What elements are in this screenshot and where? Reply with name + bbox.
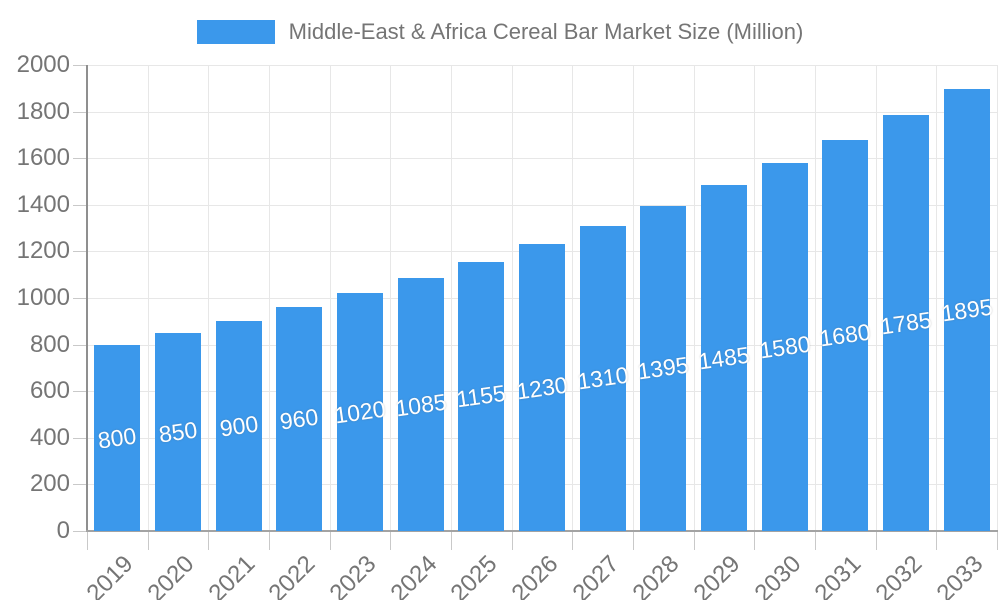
legend-swatch[interactable] [196,20,275,44]
bar-2024[interactable] [397,278,444,531]
bar-2027[interactable] [579,225,626,531]
y-axis-tick [73,344,87,346]
y-axis-label: 1000 [16,284,70,311]
gridline-vertical [451,65,452,531]
gridline-vertical [511,65,513,531]
gridline-vertical [633,65,634,531]
y-axis-tick [73,298,87,299]
x-axis-tick [329,531,331,550]
gridline-vertical [269,65,270,531]
x-axis-line [86,530,998,532]
bar-2026[interactable] [519,244,565,531]
y-axis-label: 1800 [16,97,70,125]
bar-2023[interactable] [337,293,383,531]
y-axis-label: 400 [29,423,70,451]
bar-2020[interactable] [155,332,201,531]
gridline-vertical [815,65,816,531]
y-axis-tick [73,484,87,486]
x-axis-tick [87,531,88,550]
gridline-horizontal [87,158,997,160]
x-axis-tick [572,531,574,550]
y-axis-tick [73,111,87,113]
x-axis-tick [936,531,938,550]
gridline-vertical [147,65,149,531]
gridline-vertical [693,65,695,531]
y-axis-label: 800 [29,330,70,358]
x-axis-tick [693,531,695,550]
y-axis-tick [73,158,87,160]
y-axis-tick [73,391,87,393]
bar-2019[interactable] [94,344,141,531]
gridline-vertical [997,65,998,531]
gridline-vertical [754,65,756,531]
y-axis-tick [73,204,87,206]
y-axis-label: 1600 [16,144,70,172]
x-axis-tick [875,531,877,550]
x-axis-tick [633,531,634,550]
x-axis-tick [451,531,452,550]
y-axis-tick [73,437,87,439]
gridline-horizontal [87,65,997,66]
y-axis-label: 1400 [16,190,70,218]
bar-2028[interactable] [640,205,687,531]
y-axis-line [86,65,88,531]
bar-2030[interactable] [761,162,808,531]
bar-2022[interactable] [276,307,323,531]
y-axis-label: 2000 [16,51,70,78]
y-axis-label: 1200 [16,237,70,265]
x-axis-tick [754,531,756,550]
y-axis-tick [73,531,87,532]
x-axis-tick [997,531,998,550]
gridline-horizontal [87,111,997,113]
gridline-vertical [572,65,574,531]
gridline-vertical [390,65,392,531]
gridline-vertical [875,65,877,531]
y-axis-tick [73,251,87,253]
x-axis-tick [815,531,816,550]
bar-2032[interactable] [883,115,929,531]
bar-2029[interactable] [701,184,747,531]
y-axis-label: 600 [29,377,70,405]
x-axis-tick [208,531,210,550]
x-axis-tick [269,531,270,550]
y-axis-tick [73,65,87,66]
gridline-vertical [208,65,210,531]
bar-2033[interactable] [943,89,990,531]
legend-title: Middle-East & Africa Cereal Bar Market S… [288,19,804,44]
x-axis-tick [147,531,149,550]
x-axis-tick [511,531,513,550]
x-axis-tick [390,531,392,550]
bar-2021[interactable] [215,321,262,531]
x-axis-label-2019: 2019 [81,550,139,600]
gridline-vertical [329,65,331,531]
gridline-vertical [936,65,938,531]
legend[interactable]: Middle-East & Africa Cereal Bar Market S… [0,14,1000,50]
bar-2031[interactable] [822,139,869,531]
y-axis-label: 0 [56,517,70,544]
gridline-horizontal [87,204,997,206]
y-axis-label: 200 [29,470,70,498]
bar-2025[interactable] [458,261,505,531]
